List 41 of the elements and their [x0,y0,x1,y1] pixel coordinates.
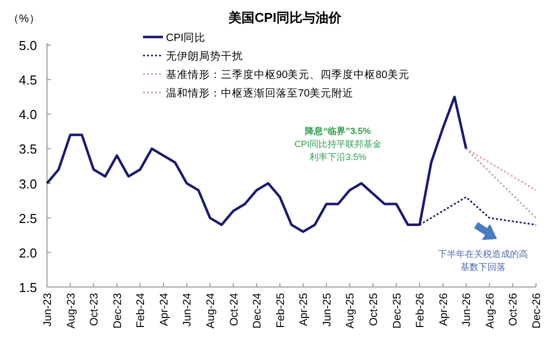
x-tick-label: Jun-24 [182,293,194,327]
x-tick-label: Aug-25 [344,293,357,328]
x-tick-label: Aug-26 [484,293,496,328]
y-tick-label: 2.5 [18,210,37,226]
x-tick-label: Dec-25 [391,293,404,328]
x-tick-label: Feb-25 [274,293,287,328]
y-tick-label: 1.5 [18,280,37,295]
x-tick-label: Aug-24 [205,293,217,328]
y-tick-label: 4.0 [18,107,37,122]
annotation: 基数下回落 [460,262,506,272]
y-axis-title: （%） [8,13,40,25]
y-tick-label: 2.0 [18,245,37,260]
x-tick-label: Jun-26 [461,293,474,327]
y-tick-label: 4.5 [18,72,37,88]
x-tick-label: Feb-24 [135,293,148,328]
annotation: 下半年在关税造成的高 [438,249,528,259]
y-tick-label: 3.5 [18,142,37,157]
x-tick-label: Dec-26 [531,293,543,328]
x-tick-label: Apr-26 [438,293,450,326]
legend-label: 无伊朗局势干扰 [166,50,243,62]
chart-title: 美国CPI同比与油价 [228,10,342,25]
x-tick-label: Oct-24 [228,293,240,326]
x-tick-label: Apr-24 [158,293,170,326]
x-tick-label: Oct-25 [368,293,380,326]
x-tick-label: Oct-23 [88,293,101,326]
x-tick-label: Aug-23 [65,293,78,328]
x-tick-label: Apr-25 [298,293,310,326]
annotation: 利率下沿3.5% [310,152,366,162]
y-tick-label: 3.0 [18,176,37,192]
legend-label: 基准情形：三季度中枢90美元、四季度中枢80美元 [166,68,410,81]
x-tick-label: Dec-23 [112,293,124,328]
x-tick-label: Feb-26 [414,293,427,328]
x-tick-label: Jun-23 [42,293,54,327]
y-tick-label: 5.0 [18,38,37,53]
annotation: 降息“临界”3.5% [305,126,371,136]
x-tick-label: Oct-26 [508,293,520,326]
x-tick-label: Dec-24 [252,293,264,328]
legend-label: 温和情形：中枢逐渐回落至70美元附近 [166,86,354,100]
annotation: CPI同比持平联邦基金 [294,139,382,149]
legend-label: CPI同比 [166,31,206,44]
x-tick-label: Jun-25 [321,293,334,327]
